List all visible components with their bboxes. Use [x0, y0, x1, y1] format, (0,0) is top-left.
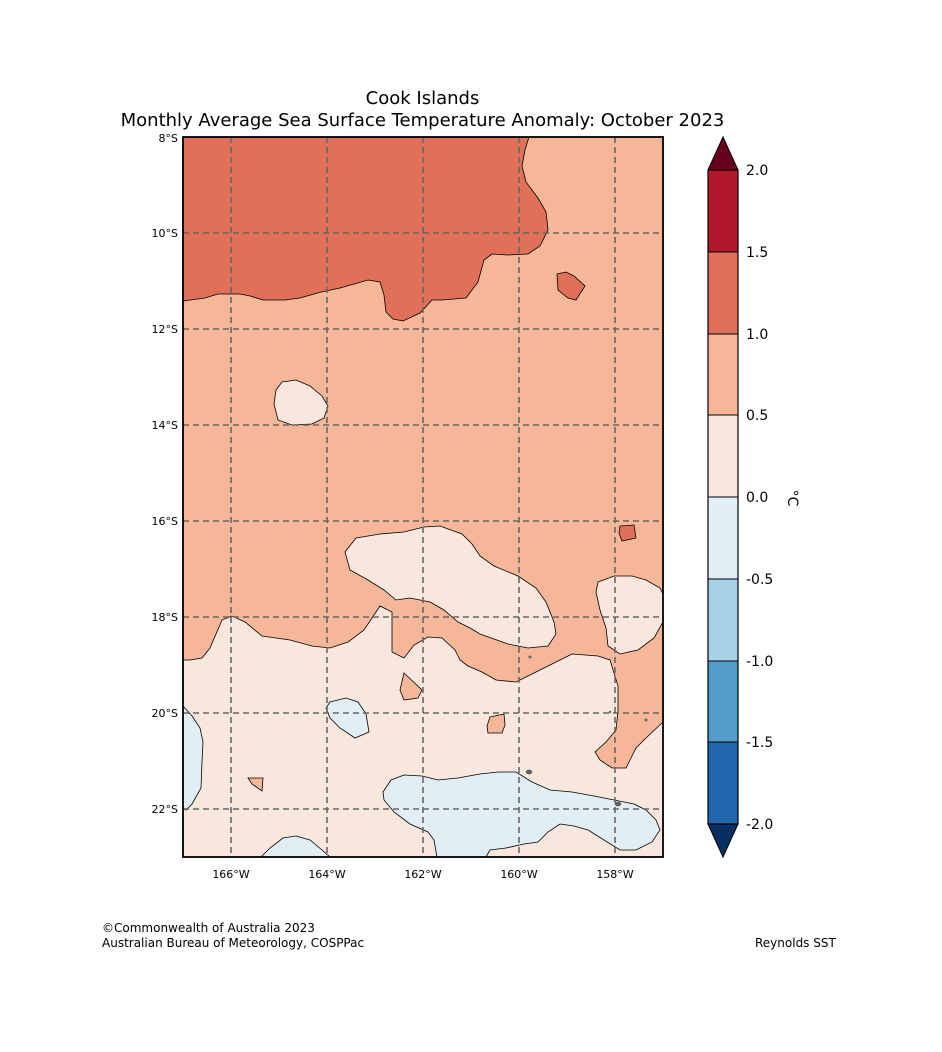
anomaly-region-neg-0.5-0.0-southwest	[260, 835, 332, 858]
colorbar-tick-label: 2.0	[746, 163, 768, 179]
island-marker	[528, 655, 532, 659]
colorbar-band	[708, 415, 738, 497]
colorbar: 2.0 1.5 1.0 0.5 0.0 -0.5 -1.0 -1.5 -2.0 …	[707, 135, 800, 859]
lat-label: 10°S	[152, 227, 178, 240]
colorbar-band	[708, 661, 738, 742]
colorbar-band	[708, 579, 738, 661]
gridlines	[183, 137, 663, 857]
anomaly-patch-0.5-1.0-a	[399, 672, 423, 701]
colorbar-tick-label: -1.5	[746, 735, 773, 751]
colorbar-tick-label: -2.0	[746, 817, 773, 833]
lon-label: 158°W	[596, 868, 633, 881]
colorbar-band	[708, 170, 738, 252]
lat-label: 22°S	[152, 803, 178, 816]
lat-label: 14°S	[152, 419, 178, 432]
colorbar-frame	[707, 169, 739, 825]
anomaly-patch-0.5-1.0-b	[486, 713, 506, 734]
anomaly-region-0.0-0.5-east	[595, 575, 664, 655]
lat-label: 16°S	[152, 515, 178, 528]
longitude-labels: 166°W 164°W 162°W 160°W 158°W	[212, 868, 633, 881]
colorbar-tick-label: -1.0	[746, 654, 773, 670]
lon-label: 166°W	[212, 868, 249, 881]
colorbar-band	[708, 742, 738, 824]
map-subtitle: Monthly Average Sea Surface Temperature …	[120, 110, 725, 131]
anomaly-patch-1.0-1.5-small	[618, 524, 637, 542]
island-marker	[608, 710, 612, 714]
lat-label: 8°S	[159, 132, 178, 145]
colorbar-unit-label: °C	[784, 490, 800, 507]
anomaly-region-1.0-1.5	[182, 136, 549, 322]
colorbar-under-arrow	[707, 823, 739, 859]
lat-label: 20°S	[152, 707, 178, 720]
lon-label: 164°W	[308, 868, 345, 881]
anomaly-patch-1.0-1.5	[556, 271, 586, 301]
lon-label: 160°W	[500, 868, 537, 881]
island-marker	[525, 769, 533, 775]
map-title: Cook Islands	[365, 88, 480, 109]
island-marker	[644, 718, 648, 722]
lon-label: 162°W	[404, 868, 441, 881]
colorbar-tick-label: 1.5	[746, 245, 768, 261]
data-source-text: Reynolds SST	[755, 936, 836, 950]
lat-label: 18°S	[152, 611, 178, 624]
colorbar-tick-label: 0.5	[746, 408, 768, 424]
latitude-labels: 8°S 10°S 12°S 14°S 16°S 18°S 20°S 22°S	[152, 132, 178, 816]
map-frame	[182, 136, 664, 858]
colorbar-band	[708, 252, 738, 334]
anomaly-patch-0.5-1.0-c	[247, 777, 264, 792]
colorbar-over-arrow	[707, 135, 739, 171]
colorbar-band	[708, 334, 738, 415]
map-panel	[182, 136, 664, 858]
colorbar-tick-label: -0.5	[746, 572, 773, 588]
lat-label: 12°S	[152, 323, 178, 336]
agency-text: Australian Bureau of Meteorology, COSPPa…	[102, 936, 365, 950]
colorbar-tick-label: 1.0	[746, 327, 768, 343]
anomaly-region-0.0-0.5-northwest	[273, 379, 329, 426]
colorbar-band	[708, 497, 738, 579]
colorbar-dividers	[708, 251, 738, 743]
island-marker	[614, 801, 622, 807]
colorbar-tick-label: 0.0	[746, 490, 768, 506]
copyright-text: ©Commonwealth of Australia 2023	[102, 921, 315, 935]
